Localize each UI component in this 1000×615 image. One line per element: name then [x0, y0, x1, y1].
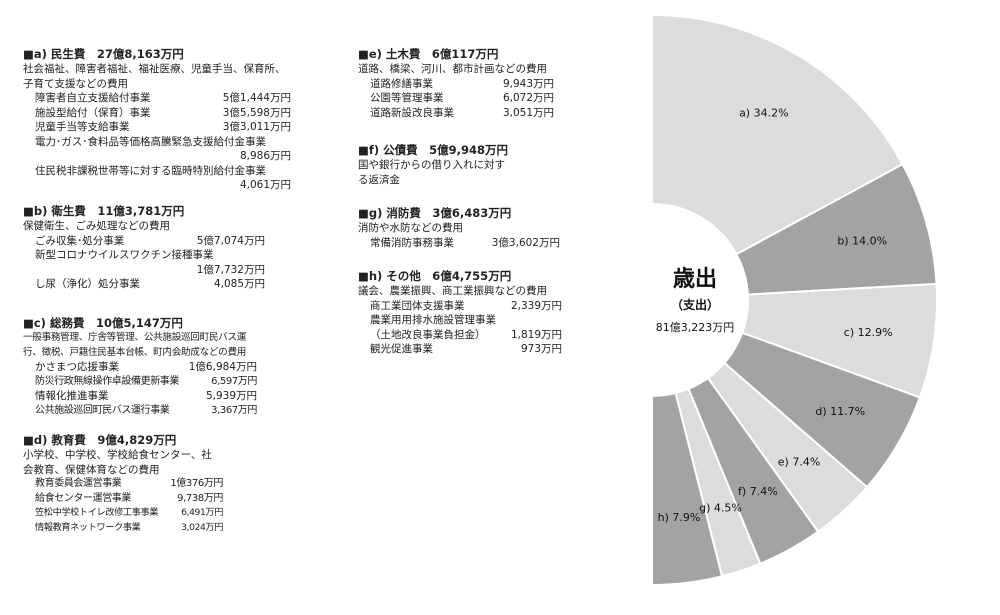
slice-label-d: d) 11.7%	[815, 405, 865, 418]
chart-slice-labels: a) 34.2% b) 14.0% c) 12.9% d) 11.7% e) 7.4% f…	[658, 106, 893, 524]
section-a-title: ■a) 民生費 27億8,163万円	[23, 47, 184, 61]
section-d-item: 給食センター運営事業 9,738万円	[35, 492, 223, 504]
section-e-item: 公園等管理事業 6,072万円	[370, 92, 554, 104]
section-g-desc-1: 消防や水防などの費用	[358, 222, 463, 234]
section-b-desc-1: 保健衛生、ごみ処理などの費用	[23, 220, 170, 232]
section-h-desc-1: 議会、農業振興、商工業振興などの費用	[358, 285, 547, 297]
section-c: ■c) 総務費 10億5,147万円 一般事務管理、庁舎等管理、公共施設巡回町民…	[23, 316, 257, 418]
chart-slices	[651, 13, 938, 587]
section-h-item: 観光促進事業 973万円	[370, 343, 562, 355]
section-d-item: 情報教育ネットワーク事業 3,024万円	[35, 521, 223, 533]
section-e-item: 道路修繕事業 9,943万円	[370, 77, 554, 90]
section-d-item: 教育委員会運営事業 1億376万円	[35, 478, 223, 489]
section-a-long-item-amount: 8,986万円	[239, 150, 291, 162]
section-g: ■g) 消防費 3億6,483万円 消防や水防などの費用 常備消防事務事業 3億3…	[358, 206, 560, 250]
slice-label-a: a) 34.2%	[739, 106, 788, 119]
section-b-title: ■b) 衛生費 11億3,781万円	[23, 204, 185, 218]
section-d-desc-2: 会教育、保健体育などの費用	[23, 463, 160, 476]
section-a-desc-1: 社会福祉、障害者福祉、福祉医療、児童手当、保育所、	[23, 63, 286, 75]
section-c-item: 情報化推進事業 5,939万円	[35, 390, 257, 402]
section-b: ■b) 衛生費 11億3,781万円 保健衛生、ごみ処理などの費用 ごみ収集･処…	[23, 204, 265, 292]
section-e-desc-1: 道路、橋梁、河川、都市計画などの費用	[358, 63, 547, 75]
section-f-desc-1: 国や銀行からの借り入れに対す	[358, 159, 505, 171]
section-b-long-item-name: 新型コロナウイルスワクチン接種事業	[35, 249, 214, 261]
section-d: ■d) 教育費 9億4,829万円 小学校、中学校、学校給食センター、社 会教育…	[23, 433, 223, 535]
section-c-desc-1: 一般事務管理、庁舎等管理、公共施設巡回町民バス運	[23, 332, 247, 343]
slice-label-c: c) 12.9%	[844, 326, 893, 339]
slice-label-e: e) 7.4%	[778, 456, 821, 469]
chart-center-subtitle: （支出）	[671, 297, 719, 312]
section-b-item: ごみ収集･処分事業 5億7,074万円	[35, 234, 265, 247]
slice-a	[651, 13, 904, 256]
section-a-long-item-name: 電力･ガス･食料品等価格高騰緊急支援給付金事業	[35, 135, 266, 148]
slice-label-f: f) 7.4%	[738, 485, 778, 498]
section-h-item: 商工業団体支援事業 2,339万円	[370, 299, 562, 312]
section-h-item: （土地改良事業負担金） 1,819万円	[370, 328, 562, 341]
section-a-desc-2: 子育て支援などの費用	[23, 77, 128, 90]
section-g-item: 常備消防事務事業 3億3,602万円	[370, 236, 560, 249]
section-d-item: 笠松中学校トイレ改修工事事業 6,491万円	[35, 507, 223, 518]
slice-label-b: b) 14.0%	[837, 234, 887, 247]
section-c-item: 公共施設巡回町民バス運行事業 3,367万円	[35, 404, 257, 416]
section-h: ■h) その他 6億4,755万円 議会、農業振興、商工業振興などの費用 商工業…	[358, 269, 562, 357]
section-a: ■a) 民生費 27億8,163万円 社会福祉、障害者福祉、福祉医療、児童手当、…	[23, 47, 291, 193]
section-e-item: 道路新設改良事業 3,051万円	[370, 106, 554, 119]
section-d-title: ■d) 教育費 9億4,829万円	[23, 433, 177, 447]
section-f-desc-2: る返済金	[358, 173, 400, 186]
section-h-title: ■h) その他 6億4,755万円	[358, 269, 512, 283]
chart-center-total: 81億3,223万円	[656, 321, 735, 334]
section-b-long-item-amount: 1億7,732万円	[196, 263, 265, 276]
section-g-title: ■g) 消防費 3億6,483万円	[358, 206, 512, 220]
section-a-item: 施設型給付（保育）事業 3億5,598万円	[35, 106, 291, 119]
section-e-title: ■e) 土木費 6億117万円	[358, 47, 499, 61]
section-d-desc-1: 小学校、中学校、学校給食センター、社	[23, 449, 212, 461]
section-c-title: ■c) 総務費 10億5,147万円	[23, 316, 183, 330]
section-a-long-item-amount: 4,061万円	[239, 179, 291, 191]
chart-center-title: 歳出	[673, 267, 717, 292]
section-c-desc-2: 行、徴税、戸籍住民基本台帳、町内会助成などの費用	[23, 346, 247, 358]
section-b-item: し尿（浄化）処分事業 4,085万円	[35, 278, 265, 290]
section-f-title: ■f) 公債費 5億9,948万円	[358, 143, 509, 157]
section-a-item: 児童手当等支給事業 3億3,011万円	[35, 121, 291, 133]
slice-h	[651, 391, 724, 587]
section-a-item: 障害者自立支援給付事業 5億1,444万円	[35, 92, 291, 104]
section-c-item: かさまつ応援事業 1億6,984万円	[35, 361, 257, 373]
section-h-item: 農業用用排水施設管理事業	[370, 314, 496, 326]
section-c-item: 防災行政無線操作卓設備更新事業 6,597万円	[35, 375, 257, 387]
section-f: ■f) 公債費 5億9,948万円 国や銀行からの借り入れに対す る返済金	[358, 143, 558, 187]
section-e: ■e) 土木費 6億117万円 道路、橋梁、河川、都市計画などの費用 道路修繕事…	[358, 47, 554, 120]
slice-label-g: g) 4.5%	[699, 501, 742, 514]
section-a-long-item-name: 住民税非課税世帯等に対する臨時特別給付金事業	[35, 164, 266, 177]
slice-label-h: h) 7.9%	[658, 511, 701, 524]
